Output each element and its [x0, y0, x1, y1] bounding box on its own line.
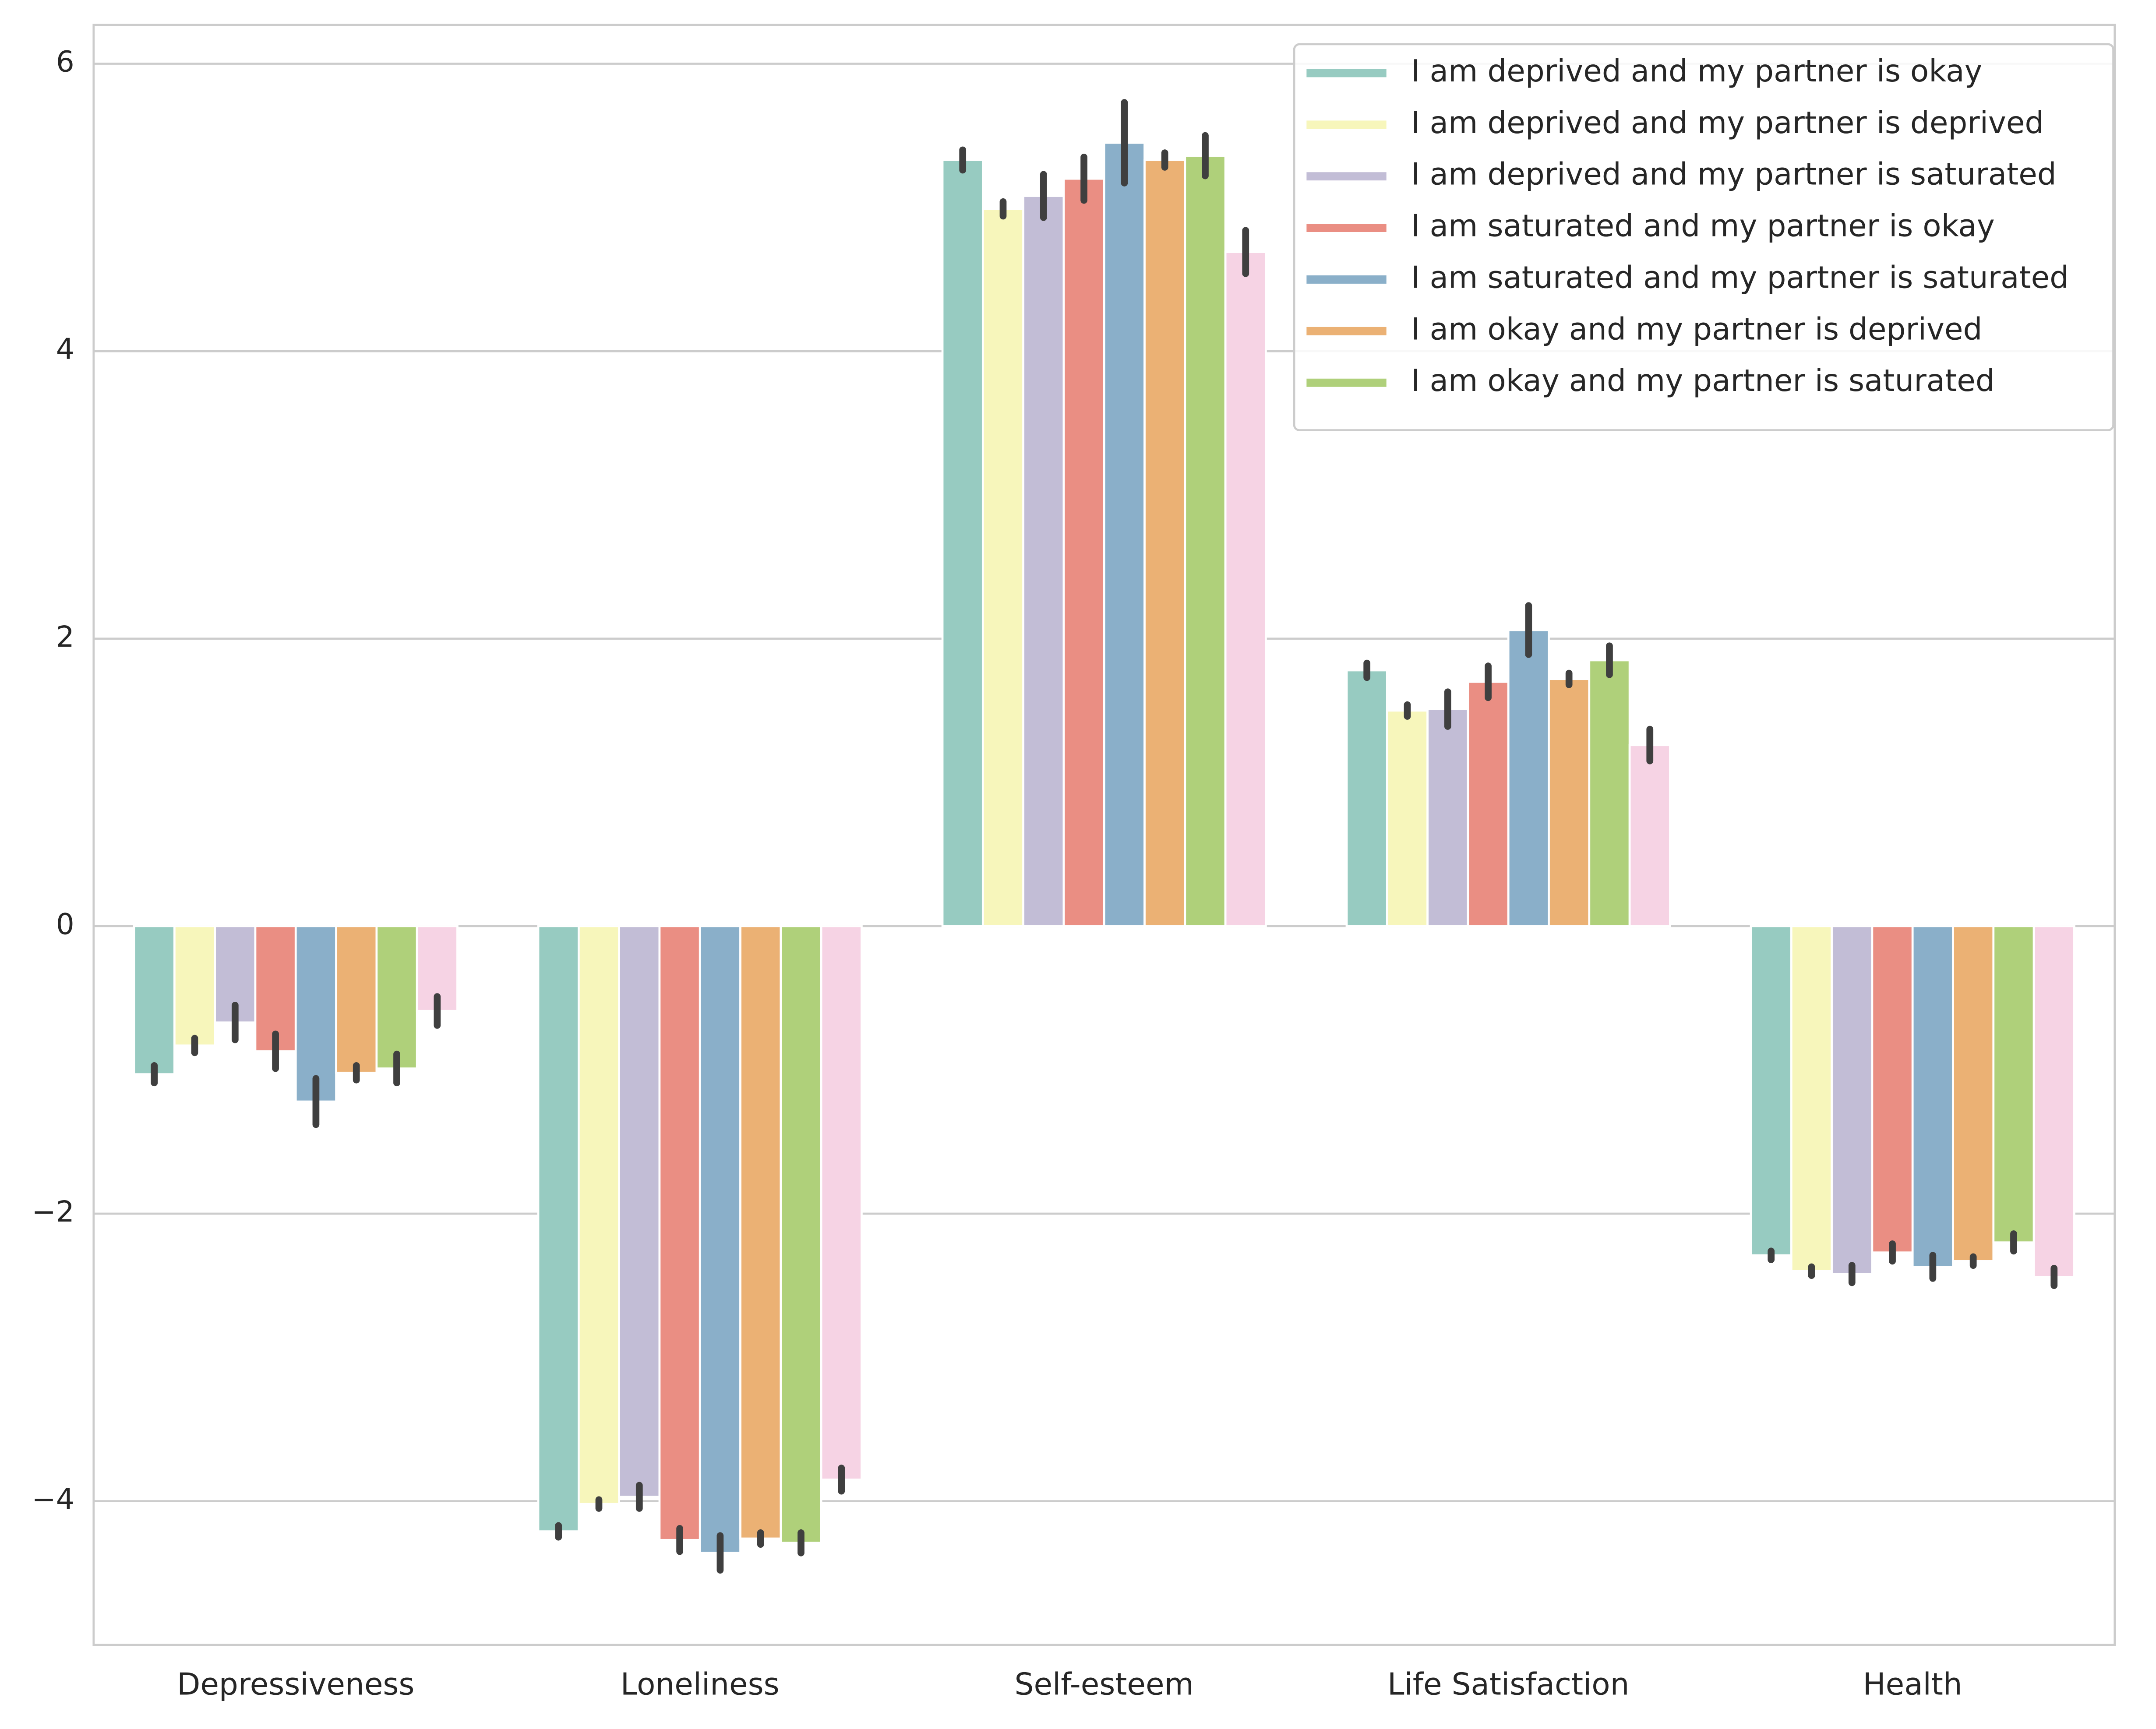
bar [133, 925, 176, 1075]
bar [2032, 925, 2075, 1278]
bar [335, 925, 378, 1074]
bar [1588, 659, 1631, 927]
bar [1992, 925, 2035, 1244]
legend-label: I am saturated and my partner is saturat… [1411, 260, 2069, 295]
bar [618, 925, 661, 1498]
bar [1507, 629, 1550, 927]
legend-box [1293, 43, 2114, 432]
x-tick-label: Loneliness [621, 1667, 780, 1702]
legend-label: I am okay and my partner is saturated [1411, 363, 1994, 398]
x-tick-label: Self-esteem [1015, 1667, 1194, 1702]
bar [537, 925, 580, 1532]
legend-label: I am deprived and my partner is okay [1411, 54, 1982, 89]
bar [1143, 159, 1186, 927]
plot-frame [92, 24, 2116, 1646]
bar [780, 925, 822, 1544]
bar [1628, 744, 1671, 927]
bar [1345, 669, 1388, 927]
bar [1467, 680, 1510, 927]
bar [1062, 177, 1105, 927]
y-tick-label: 6 [56, 45, 74, 79]
bar [1548, 678, 1591, 927]
bar [1871, 925, 1914, 1254]
bar [1386, 709, 1429, 927]
bar [820, 925, 863, 1481]
bar [1103, 141, 1146, 927]
x-tick-label: Depressiveness [177, 1667, 414, 1702]
bar [1831, 925, 1874, 1275]
x-tick-label: Life Satisfaction [1387, 1667, 1629, 1702]
y-tick-label: 4 [56, 332, 74, 366]
bar [941, 159, 984, 927]
bar [1022, 195, 1065, 927]
bar [658, 925, 701, 1541]
bar [1224, 251, 1267, 927]
y-tick-label: 0 [56, 907, 74, 941]
bar [1426, 708, 1469, 927]
bar [577, 925, 621, 1505]
bar [1952, 925, 1995, 1262]
y-tick-label: −4 [32, 1483, 74, 1516]
legend-label: I am deprived and my partner is saturate… [1411, 157, 2056, 192]
bar [1184, 155, 1227, 927]
bar [375, 925, 418, 1070]
bar [981, 208, 1024, 927]
bar [1750, 925, 1793, 1257]
legend-label: I am okay and my partner is deprived [1411, 312, 1982, 347]
bar [699, 925, 741, 1554]
bar [1911, 925, 1954, 1268]
legend-label: I am deprived and my partner is deprived [1411, 106, 2044, 141]
bar [1790, 925, 1833, 1272]
bar [739, 925, 782, 1540]
x-tick-label: Health [1863, 1667, 1962, 1702]
y-tick-label: 2 [56, 620, 74, 654]
y-tick-label: −2 [32, 1195, 74, 1229]
legend-label: I am saturated and my partner is okay [1411, 209, 1994, 244]
bar [173, 925, 216, 1047]
